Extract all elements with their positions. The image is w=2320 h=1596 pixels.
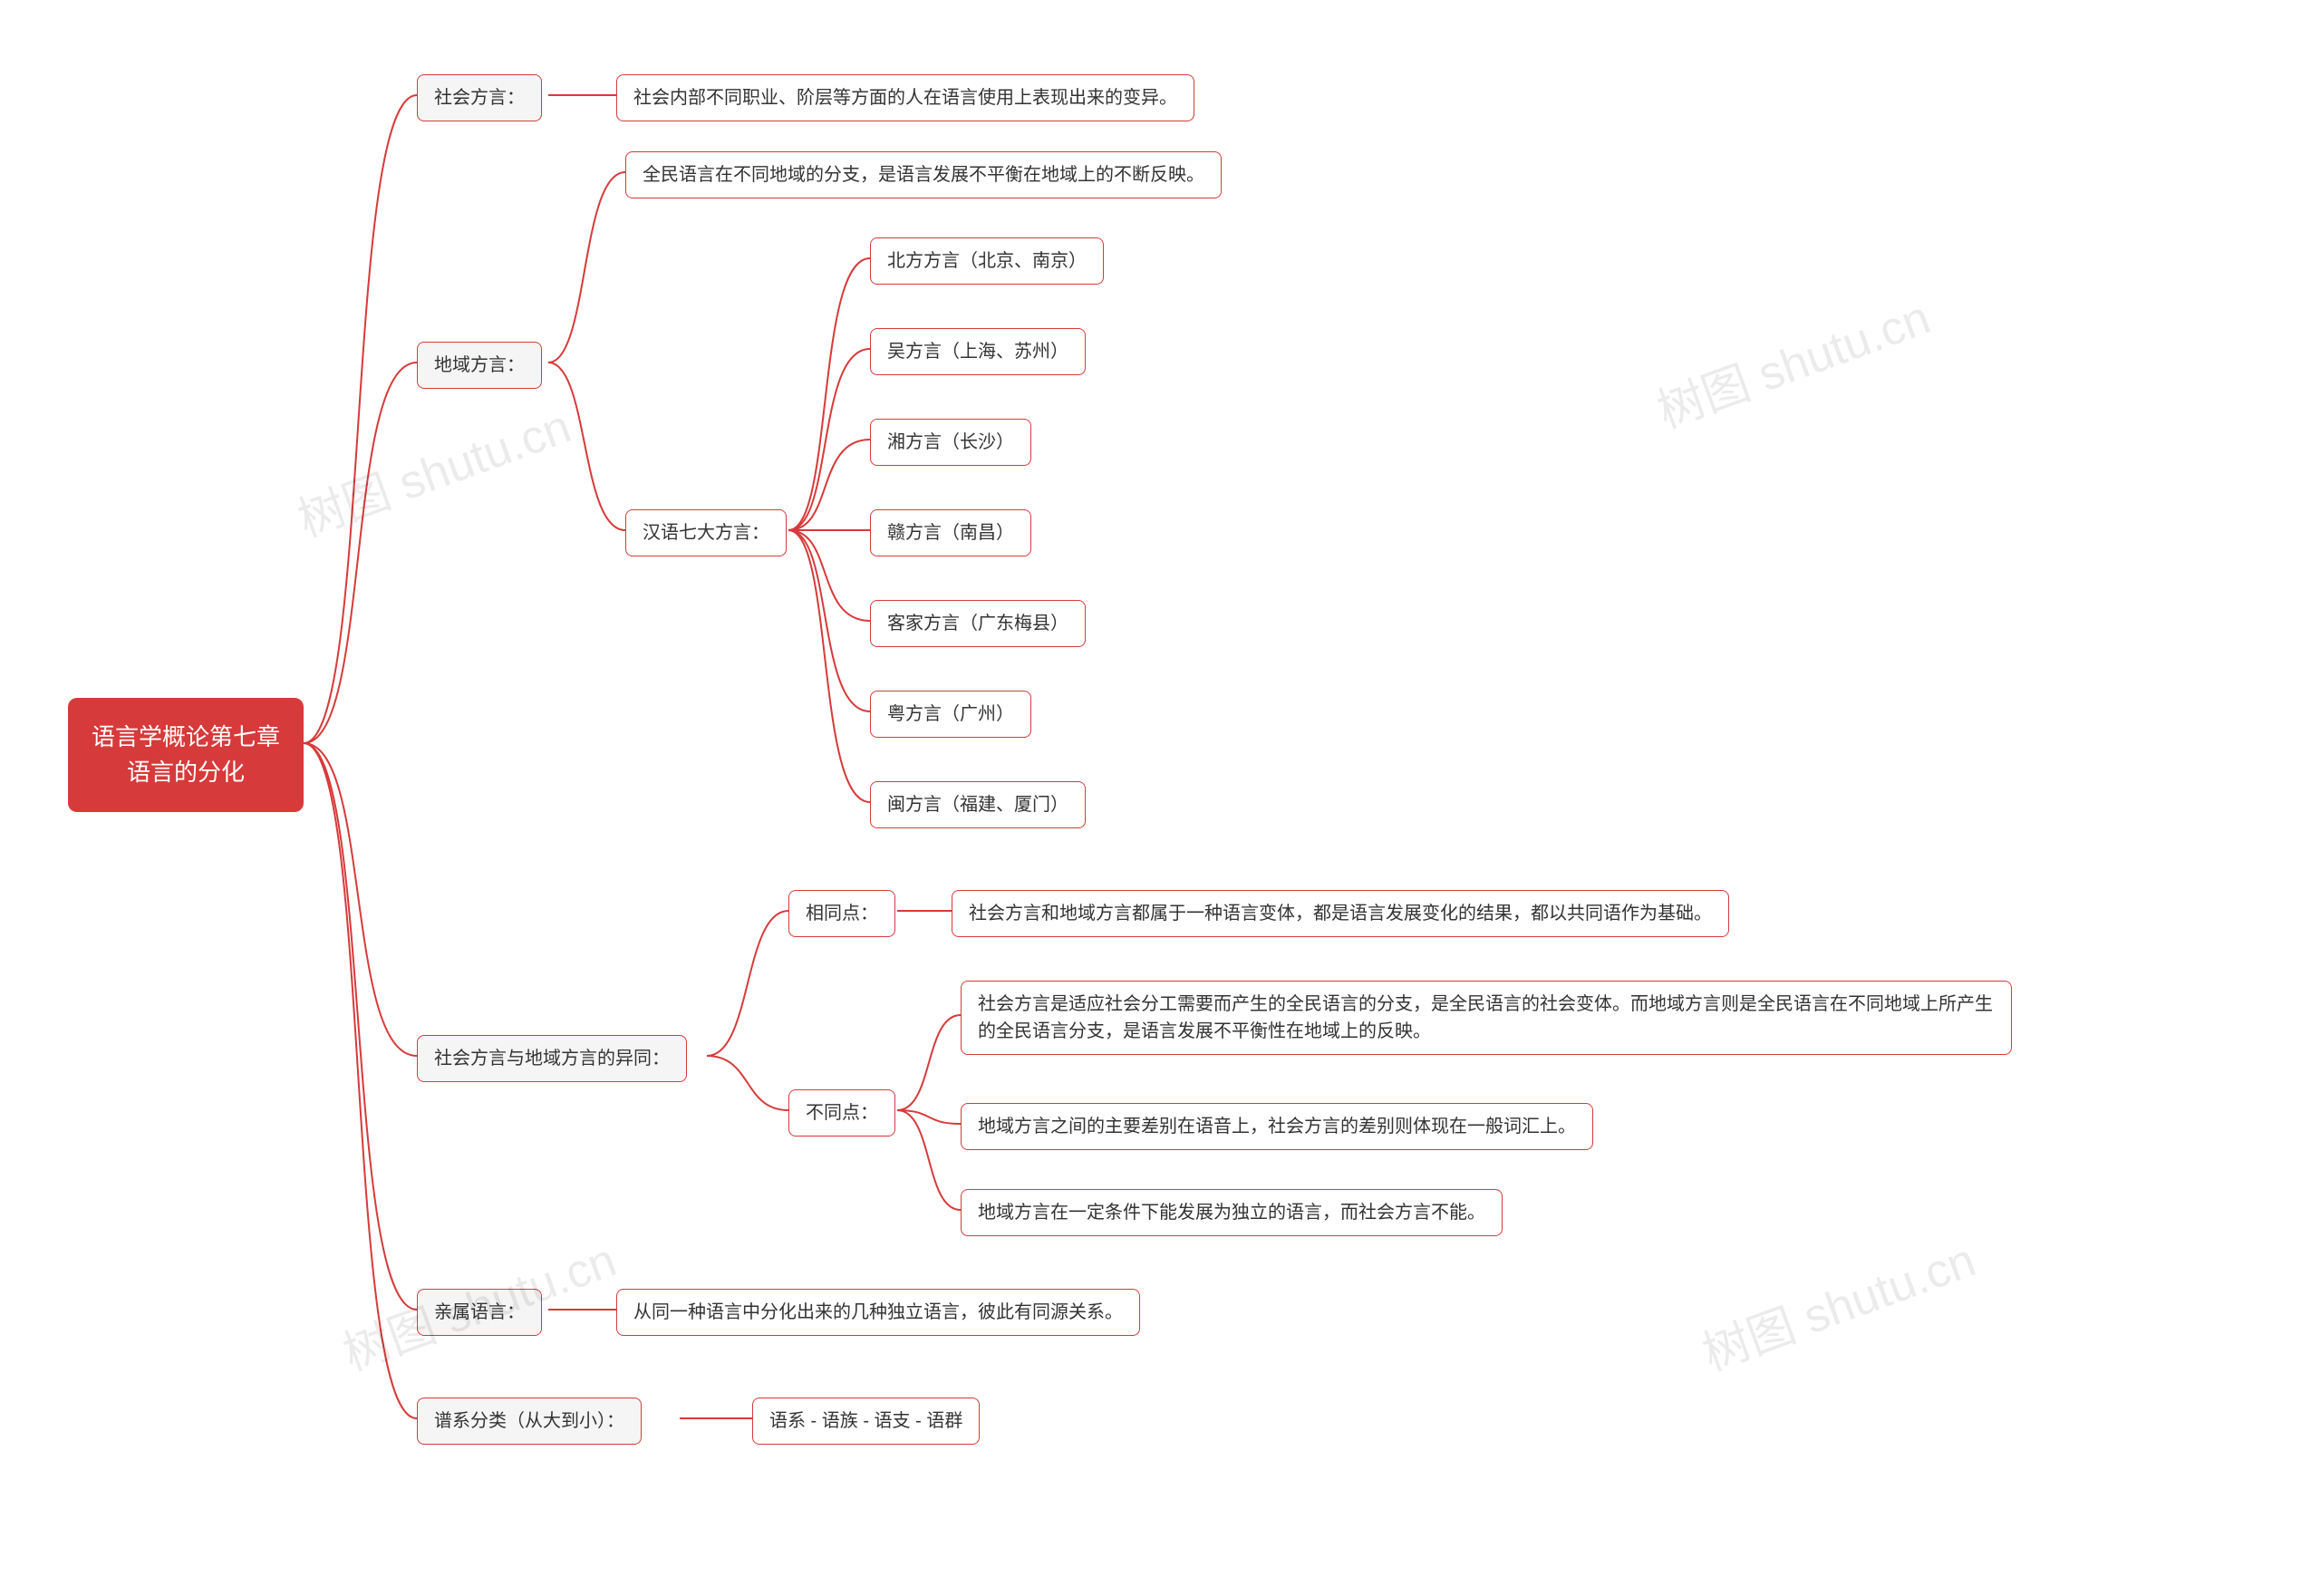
connector-layer: [0, 0, 2320, 1596]
root-line1: 语言学概论第七章: [88, 720, 284, 755]
root-line2: 语言的分化: [88, 755, 284, 790]
branch-compare: 社会方言与地域方言的异同：: [417, 1035, 687, 1082]
branch-genealogy: 谱系分类（从大到小）：: [417, 1398, 642, 1445]
dialect-hakka: 客家方言（广东梅县）: [870, 600, 1086, 647]
branch-social: 社会方言：: [417, 74, 542, 121]
compare-same-desc: 社会方言和地域方言都属于一种语言变体，都是语言发展变化的结果，都以共同语作为基础…: [952, 890, 1729, 937]
compare-same-label: 相同点：: [788, 890, 895, 937]
compare-diff-0: 社会方言是适应社会分工需要而产生的全民语言的分支，是全民语言的社会变体。而地域方…: [961, 981, 2012, 1055]
dialect-yue: 粤方言（广州）: [870, 691, 1031, 738]
regional-desc: 全民语言在不同地域的分支，是语言发展不平衡在地域上的不断反映。: [625, 151, 1222, 198]
regional-seven-label: 汉语七大方言：: [625, 509, 787, 556]
dialect-wu: 吴方言（上海、苏州）: [870, 328, 1086, 375]
mindmap-canvas: 语言学概论第七章 语言的分化 社会方言： 社会内部不同职业、阶层等方面的人在语言…: [0, 0, 2320, 1596]
watermark: 树图 shutu.cn: [287, 388, 579, 549]
genealogy-desc: 语系 - 语族 - 语支 - 语群: [752, 1398, 980, 1445]
branch-regional: 地域方言：: [417, 342, 542, 389]
watermark: 树图 shutu.cn: [1647, 279, 1938, 440]
dialect-min: 闽方言（福建、厦门）: [870, 781, 1086, 828]
compare-diff-1: 地域方言之间的主要差别在语音上，社会方言的差别则体现在一般词汇上。: [961, 1103, 1593, 1150]
root-node: 语言学概论第七章 语言的分化: [68, 698, 304, 812]
dialect-gan: 赣方言（南昌）: [870, 509, 1031, 556]
social-desc: 社会内部不同职业、阶层等方面的人在语言使用上表现出来的变异。: [616, 74, 1194, 121]
branch-kinship: 亲属语言：: [417, 1289, 542, 1336]
watermark: 树图 shutu.cn: [1692, 1222, 1984, 1383]
kinship-desc: 从同一种语言中分化出来的几种独立语言，彼此有同源关系。: [616, 1289, 1140, 1336]
dialect-north: 北方方言（北京、南京）: [870, 237, 1104, 285]
dialect-xiang: 湘方言（长沙）: [870, 419, 1031, 466]
compare-diff-2: 地域方言在一定条件下能发展为独立的语言，而社会方言不能。: [961, 1189, 1503, 1236]
compare-diff-label: 不同点：: [788, 1089, 895, 1137]
